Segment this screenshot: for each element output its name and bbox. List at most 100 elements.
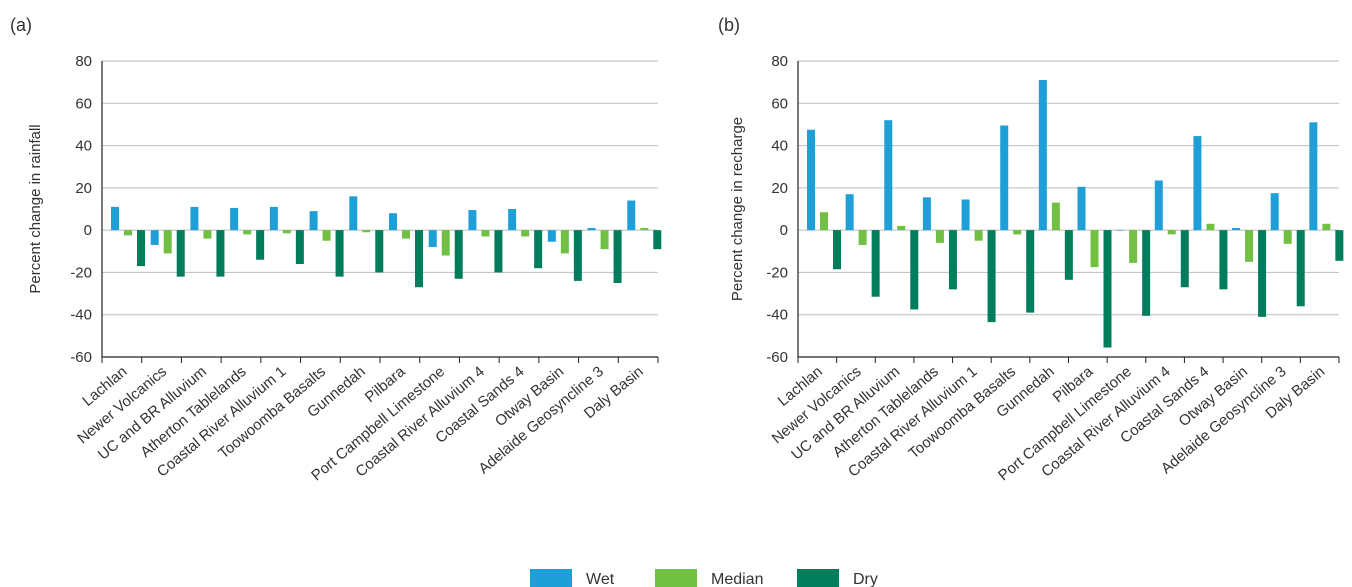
bar-median: [640, 228, 649, 231]
bar-wet: [845, 194, 854, 231]
bar-median: [1167, 230, 1176, 235]
bar-median: [935, 230, 944, 243]
y-tick-label: 80: [771, 53, 788, 70]
bar-median: [974, 230, 983, 241]
bar-wet: [547, 230, 556, 242]
legend-label-median: Median: [711, 571, 763, 587]
bar-dry: [948, 230, 957, 290]
bar-median: [1283, 230, 1292, 244]
bar-wet: [190, 206, 199, 231]
y-tick-label: -60: [766, 349, 788, 366]
bar-dry: [1258, 230, 1267, 317]
bar-median: [282, 230, 291, 234]
y-axis-label: Percent change in recharge: [729, 117, 746, 301]
bar-dry: [1064, 230, 1073, 280]
bar-wet: [150, 230, 159, 245]
panel-label: (b): [718, 15, 740, 35]
bar-median: [441, 230, 450, 256]
bar-median: [362, 230, 371, 233]
bar-dry: [1103, 230, 1112, 348]
chart-panel-b: (b) -60 -40 -20 0 20 40 60 80 Percent change in r…: [718, 15, 1344, 484]
bar-wet: [1000, 125, 1009, 231]
y-tick-label: 60: [75, 95, 92, 112]
y-tick-label: 60: [771, 95, 788, 112]
bar-dry: [653, 230, 662, 250]
bar-dry: [1026, 230, 1035, 313]
bar-wet: [508, 209, 517, 231]
bar-wet: [269, 206, 278, 231]
bar-dry: [256, 230, 265, 260]
y-tick-label: 0: [780, 222, 788, 239]
bar-dry: [176, 230, 185, 277]
bar-wet: [428, 230, 437, 248]
legend: Wet Median Dry: [530, 569, 878, 587]
y-tick-label: 40: [771, 138, 788, 155]
bar-dry: [295, 230, 304, 264]
bar-median: [1206, 223, 1215, 231]
bar-dry: [454, 230, 463, 279]
bar-median: [163, 230, 172, 254]
bar-median: [1051, 202, 1060, 231]
bar-dry: [335, 230, 344, 277]
bar-median: [1245, 230, 1254, 262]
y-tick-label: -20: [70, 264, 92, 281]
bar-wet: [961, 199, 970, 231]
bar-wet: [1077, 186, 1086, 231]
bar-wet: [1309, 122, 1318, 231]
bar-median: [124, 230, 132, 236]
bar-median: [1129, 230, 1138, 263]
legend-label-wet: Wet: [586, 571, 615, 587]
bar-median: [203, 230, 212, 239]
bar-wet: [1038, 80, 1047, 231]
bar-dry: [494, 230, 503, 273]
bar-median: [1322, 223, 1331, 231]
bar-dry: [987, 230, 996, 323]
bar-wet: [111, 206, 119, 231]
y-tick-label: 80: [75, 53, 92, 70]
bar-wet: [349, 196, 358, 231]
chart-panel-a: (a) -60 -40 -20 0 20 40 60 80 Percent change in r…: [10, 15, 662, 484]
bar-wet: [230, 207, 239, 231]
y-axis-label: Percent change in rainfall: [27, 124, 44, 293]
bar-dry: [1219, 230, 1228, 290]
bar-wet: [884, 120, 893, 231]
bar-median: [560, 230, 569, 254]
y-tick-label: 40: [75, 138, 92, 155]
bar-dry: [910, 230, 919, 310]
bar-wet: [1270, 193, 1279, 231]
bar-dry: [613, 230, 622, 283]
bar-dry: [871, 230, 880, 297]
bar-wet: [1232, 228, 1241, 231]
bar-median: [521, 230, 530, 237]
legend-swatch-median: [655, 569, 697, 587]
bar-median: [243, 230, 252, 235]
bar-median: [600, 230, 609, 250]
y-tick-label: -20: [766, 264, 788, 281]
bar-dry: [137, 230, 145, 267]
bar-median: [481, 230, 490, 237]
bar-median: [897, 225, 906, 231]
bar-wet: [1193, 136, 1202, 231]
bar-dry: [415, 230, 423, 288]
bar-wet: [309, 211, 318, 231]
bar-dry: [216, 230, 225, 277]
bar-wet: [922, 197, 931, 231]
bar-dry: [375, 230, 384, 273]
bar-median: [402, 230, 410, 239]
legend-swatch-wet: [530, 569, 572, 587]
y-tick-label: -60: [70, 349, 92, 366]
bar-dry: [1296, 230, 1305, 307]
bar-median: [1013, 230, 1022, 235]
bar-median: [1090, 230, 1099, 268]
bar-wet: [1116, 230, 1125, 231]
bar-median: [820, 212, 828, 231]
y-tick-label: 20: [75, 180, 92, 197]
bar-dry: [1335, 230, 1344, 261]
y-tick-label: -40: [70, 307, 92, 324]
bar-wet: [587, 228, 596, 231]
bar-dry: [573, 230, 582, 281]
bar-dry: [1180, 230, 1189, 288]
bar-wet: [389, 213, 397, 231]
bar-median: [858, 230, 867, 245]
bar-median: [322, 230, 331, 241]
